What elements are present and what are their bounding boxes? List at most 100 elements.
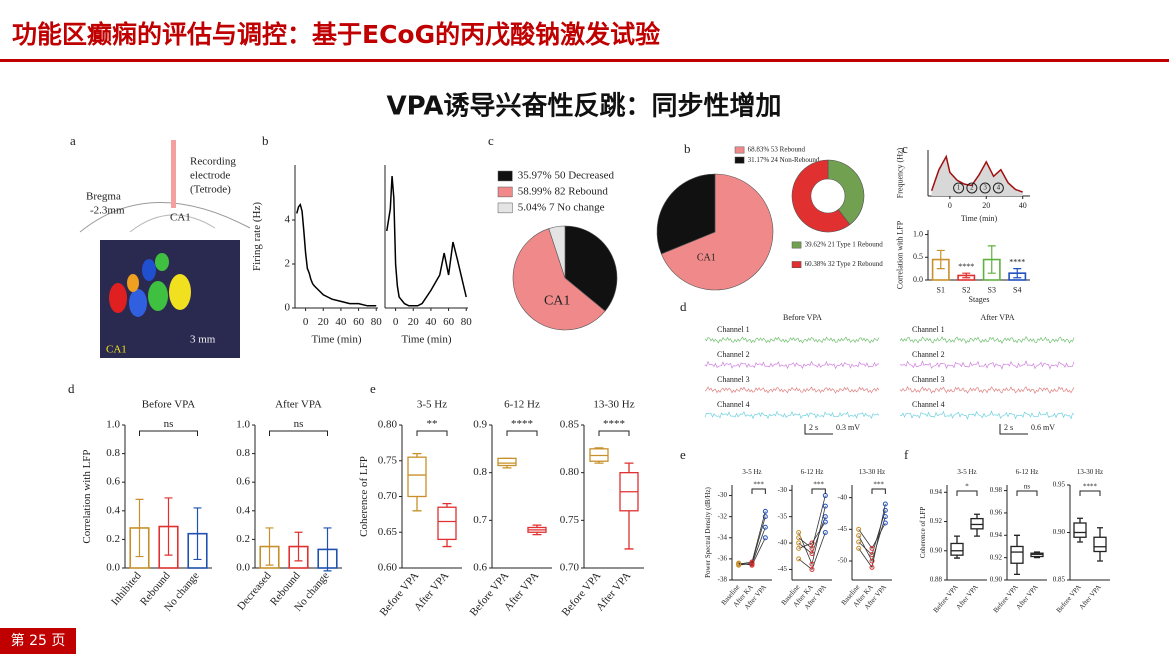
x-tick-label: 20 [982,201,990,210]
figure-panel: 39.62% 21 Type 1 Rebound 60.38% 32 Type 2… [791,159,883,268]
plot-title: 3-5 Hz [957,468,976,476]
sig-bracket [751,488,766,494]
figure-panel: a Recording electrode (Tetrode) Bregma -2.3mm… [70,133,251,358]
cell-blob [129,289,147,317]
x-axis-label: Time (min) [961,214,998,223]
subject-point [869,564,875,570]
x-tick-label: 0 [393,316,399,328]
error-bar [265,527,274,566]
y-tick-label: 0.6 [236,476,250,488]
error-bar [962,272,971,279]
panel-label: a [70,133,76,148]
x-tick-label: 40 [1019,201,1027,210]
y-tick-label: 0.0 [106,562,120,574]
box [950,542,964,556]
y-axis-label: Frequency (Hz) [896,147,905,198]
cell-blob [109,283,127,313]
y-tick-label: 0.4 [236,504,250,516]
schematic-text: CA1 [170,212,191,224]
pie-center-label: CA1 [544,294,570,309]
y-tick-label: 0.88 [930,576,943,584]
y-tick-label: 0.6 [106,476,120,488]
channel-label: Channel 1 [912,325,945,334]
subject-point [856,533,862,539]
y-axis-label: Coherence of LFP [358,456,370,537]
sig-bracket [956,490,978,496]
subject-point [796,530,802,535]
error-bar [294,531,303,562]
y-tick-label: -45 [778,565,788,573]
stage-label: 3 [983,184,987,192]
y-tick-label: 0.7 [473,514,487,526]
box [1093,536,1107,553]
pie-slice [564,225,618,312]
stage-marker [966,182,978,194]
subject-line [798,532,826,571]
subject-point [749,562,755,568]
subject-point [736,561,742,567]
legend-swatch [497,202,513,214]
x-tick-label: S1 [937,286,945,295]
x-tick-label: 0 [303,316,309,328]
subject-point [809,545,815,551]
stage-label: 1 [957,184,961,192]
y-tick-label: -30 [718,491,728,499]
cell-blob [142,259,156,281]
x-tick-label: 60 [353,316,365,328]
subject-point [822,530,828,535]
sig-label: **** [511,418,533,430]
y-tick-label: -40 [778,539,788,547]
panel-label: d [68,381,75,396]
y-tick-label: 1.0 [236,419,250,431]
trace [386,175,467,307]
x-tick-label: 40 [425,316,437,328]
sig-label: **** [603,418,625,430]
y-tick-label: 1.0 [913,229,923,238]
y-tick-label: 0.9 [473,419,487,431]
y-tick-label: 0 [285,302,291,314]
y-tick-label: 1.0 [106,419,120,431]
x-tick-label: 40 [335,316,347,328]
y-tick-label: 2 [285,258,291,270]
subject-point [809,551,815,557]
panel-label: f [904,447,909,462]
figure-panel: 0 20 40 60 80 Time (min) [384,165,472,345]
subject-point [856,545,862,551]
channel-label: Channel 1 [717,325,750,334]
y-tick-label: -32 [718,512,728,520]
x-axis-label: Time (min) [311,333,361,345]
panel-label: b [262,133,269,148]
y-tick-label: 0.2 [106,533,120,545]
x-tick-label: S2 [962,286,970,295]
subject-point [856,539,862,545]
schematic-text: Bregma [86,191,121,203]
schematic-text: CA1 [106,344,127,356]
error-bar [135,498,144,558]
plot-title: After VPA [275,399,322,411]
subject-point [796,540,802,546]
subject-point [749,559,755,565]
header-rule [0,59,1169,62]
panel-label: c [902,141,908,156]
box [1073,522,1087,538]
page-number: 第 25 页 [11,632,66,649]
slide-title: VPA诱导兴奋性反跳：同步性增加 [387,91,782,122]
legend-label: 68.83% 53 Rebound [748,146,806,154]
y-tick-label: 0.85 [1053,576,1066,584]
sig-label: ns [294,418,304,430]
subject-line [798,521,826,549]
scale-bar [804,424,833,435]
eeg-trace [704,336,880,344]
legend-swatch [497,186,513,198]
x-tick-label: S3 [988,286,996,295]
y-tick-label: 0.75 [378,454,398,466]
y-tick-label: 0.90 [930,546,943,554]
y-axis-label: Coherence of LFP [919,507,927,558]
y-tick-label: 0.70 [560,562,580,574]
eeg-trace [704,386,880,394]
box [437,506,457,541]
subject-point [809,566,815,572]
y-tick-label: 0.98 [990,486,1003,494]
